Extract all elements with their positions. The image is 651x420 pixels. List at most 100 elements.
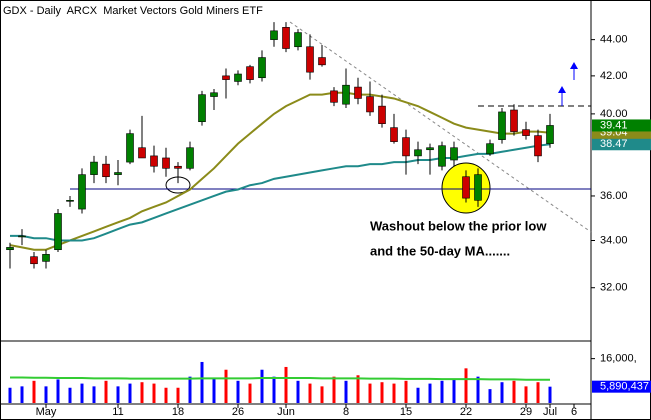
trend-line bbox=[289, 21, 592, 233]
candle-body bbox=[210, 92, 218, 97]
volume-bar bbox=[152, 383, 156, 403]
volume-bar bbox=[176, 387, 180, 403]
volume-bar bbox=[8, 387, 12, 403]
candle-body bbox=[114, 172, 122, 175]
volume-bar bbox=[116, 386, 120, 403]
volume-bar bbox=[356, 375, 360, 403]
volume-bar bbox=[248, 383, 252, 403]
candle-body bbox=[546, 125, 554, 144]
volume-bar bbox=[284, 366, 288, 403]
marks bbox=[6, 22, 575, 408]
volume-bar bbox=[164, 387, 168, 403]
candle-body bbox=[198, 94, 206, 123]
candle-body bbox=[126, 133, 134, 163]
candle-body bbox=[402, 137, 410, 157]
volume-bar bbox=[44, 386, 48, 403]
volume-bar bbox=[308, 383, 312, 403]
candle-body bbox=[330, 90, 338, 103]
arrow-head bbox=[570, 62, 578, 69]
last-close-label: 39.41 bbox=[600, 119, 628, 131]
volume-bar bbox=[440, 380, 444, 403]
ma-value-label-box bbox=[592, 138, 651, 151]
volume-bar bbox=[68, 387, 72, 403]
volume-bar bbox=[296, 380, 300, 403]
volume-bar bbox=[92, 386, 96, 403]
volume-bar bbox=[512, 380, 516, 403]
ma-value-label: 38.47 bbox=[600, 138, 628, 150]
y-tick-label: 36.00 bbox=[600, 190, 628, 202]
x-tick-label: Jul bbox=[543, 406, 557, 418]
volume-bar bbox=[320, 386, 324, 403]
volume-bar bbox=[344, 380, 348, 403]
x-tick-label: 22 bbox=[460, 406, 472, 418]
candle-body bbox=[258, 57, 266, 79]
volume-bar bbox=[404, 380, 408, 403]
x-tick-label: 8 bbox=[343, 406, 349, 418]
candle-body bbox=[162, 157, 170, 169]
y-tick-label: 16,000, bbox=[600, 353, 637, 365]
x-tick-label: 18 bbox=[172, 406, 184, 418]
y-tick-label: 42.00 bbox=[600, 70, 628, 82]
candle-body bbox=[6, 247, 14, 251]
candle-body bbox=[246, 66, 254, 80]
candle-body bbox=[534, 135, 542, 157]
annotation: and the 50-day MA....... bbox=[370, 243, 510, 258]
volume-bar bbox=[212, 378, 216, 403]
x-tick-label: Jun bbox=[277, 406, 295, 418]
candle-body bbox=[294, 32, 302, 48]
arrow-head bbox=[558, 86, 566, 93]
volume-bar bbox=[188, 376, 192, 403]
candle-body bbox=[234, 73, 242, 82]
candle-body bbox=[174, 165, 182, 169]
volume-bar bbox=[500, 382, 504, 403]
volume-bar bbox=[464, 368, 468, 403]
candle-body bbox=[510, 109, 518, 132]
volume-bar bbox=[260, 369, 264, 403]
volume-value-label-box bbox=[592, 380, 651, 393]
volume-bar bbox=[140, 382, 144, 403]
candle-body bbox=[438, 145, 446, 167]
candle-body bbox=[498, 111, 506, 140]
candle-body bbox=[462, 176, 470, 199]
axis-labels: 32.00 34.00 36.00 40.00 42.00 44.00 16,000, May… bbox=[36, 34, 651, 418]
y-tick-label: 40.00 bbox=[600, 108, 628, 120]
volume-bar bbox=[524, 386, 528, 403]
candle-body bbox=[270, 30, 278, 40]
volume-bar bbox=[428, 383, 432, 403]
x-tick-label: 6 bbox=[571, 406, 577, 418]
volume-bar bbox=[236, 380, 240, 403]
x-tick-label: 29 bbox=[520, 406, 532, 418]
volume-bar bbox=[80, 383, 84, 403]
volume-bar bbox=[272, 376, 276, 403]
x-tick-label: 26 bbox=[232, 406, 244, 418]
candle-body bbox=[138, 147, 146, 159]
candle-body bbox=[102, 163, 110, 178]
volume-bar bbox=[32, 380, 36, 403]
candle-body bbox=[318, 57, 326, 66]
volume-bar bbox=[368, 383, 372, 403]
candle-body bbox=[30, 256, 38, 265]
candle-body bbox=[390, 127, 398, 142]
y-tick-label: 44.00 bbox=[600, 34, 628, 46]
volume-bar bbox=[56, 379, 60, 403]
y-tick-label: 34.00 bbox=[600, 234, 628, 246]
volume-bar bbox=[416, 387, 420, 403]
moving-average-line bbox=[9, 91, 551, 251]
candle-body bbox=[78, 174, 86, 210]
volume-bar bbox=[476, 376, 480, 403]
candle-body bbox=[450, 147, 458, 161]
candle-body bbox=[306, 46, 314, 73]
volume-bar bbox=[392, 383, 396, 403]
moving-average-line bbox=[10, 143, 551, 242]
annotation: Washout below the prior low bbox=[370, 218, 547, 233]
volume-bar bbox=[128, 383, 132, 403]
candle-body bbox=[150, 155, 158, 167]
x-tick-label: 15 bbox=[400, 406, 412, 418]
y-tick-label: 32.00 bbox=[600, 282, 628, 294]
candle-body bbox=[354, 86, 362, 99]
volume-value-label: 5,890,437 bbox=[600, 381, 649, 393]
candle-body bbox=[282, 27, 290, 49]
x-tick-label: May bbox=[36, 406, 57, 418]
candle-body bbox=[486, 143, 494, 155]
